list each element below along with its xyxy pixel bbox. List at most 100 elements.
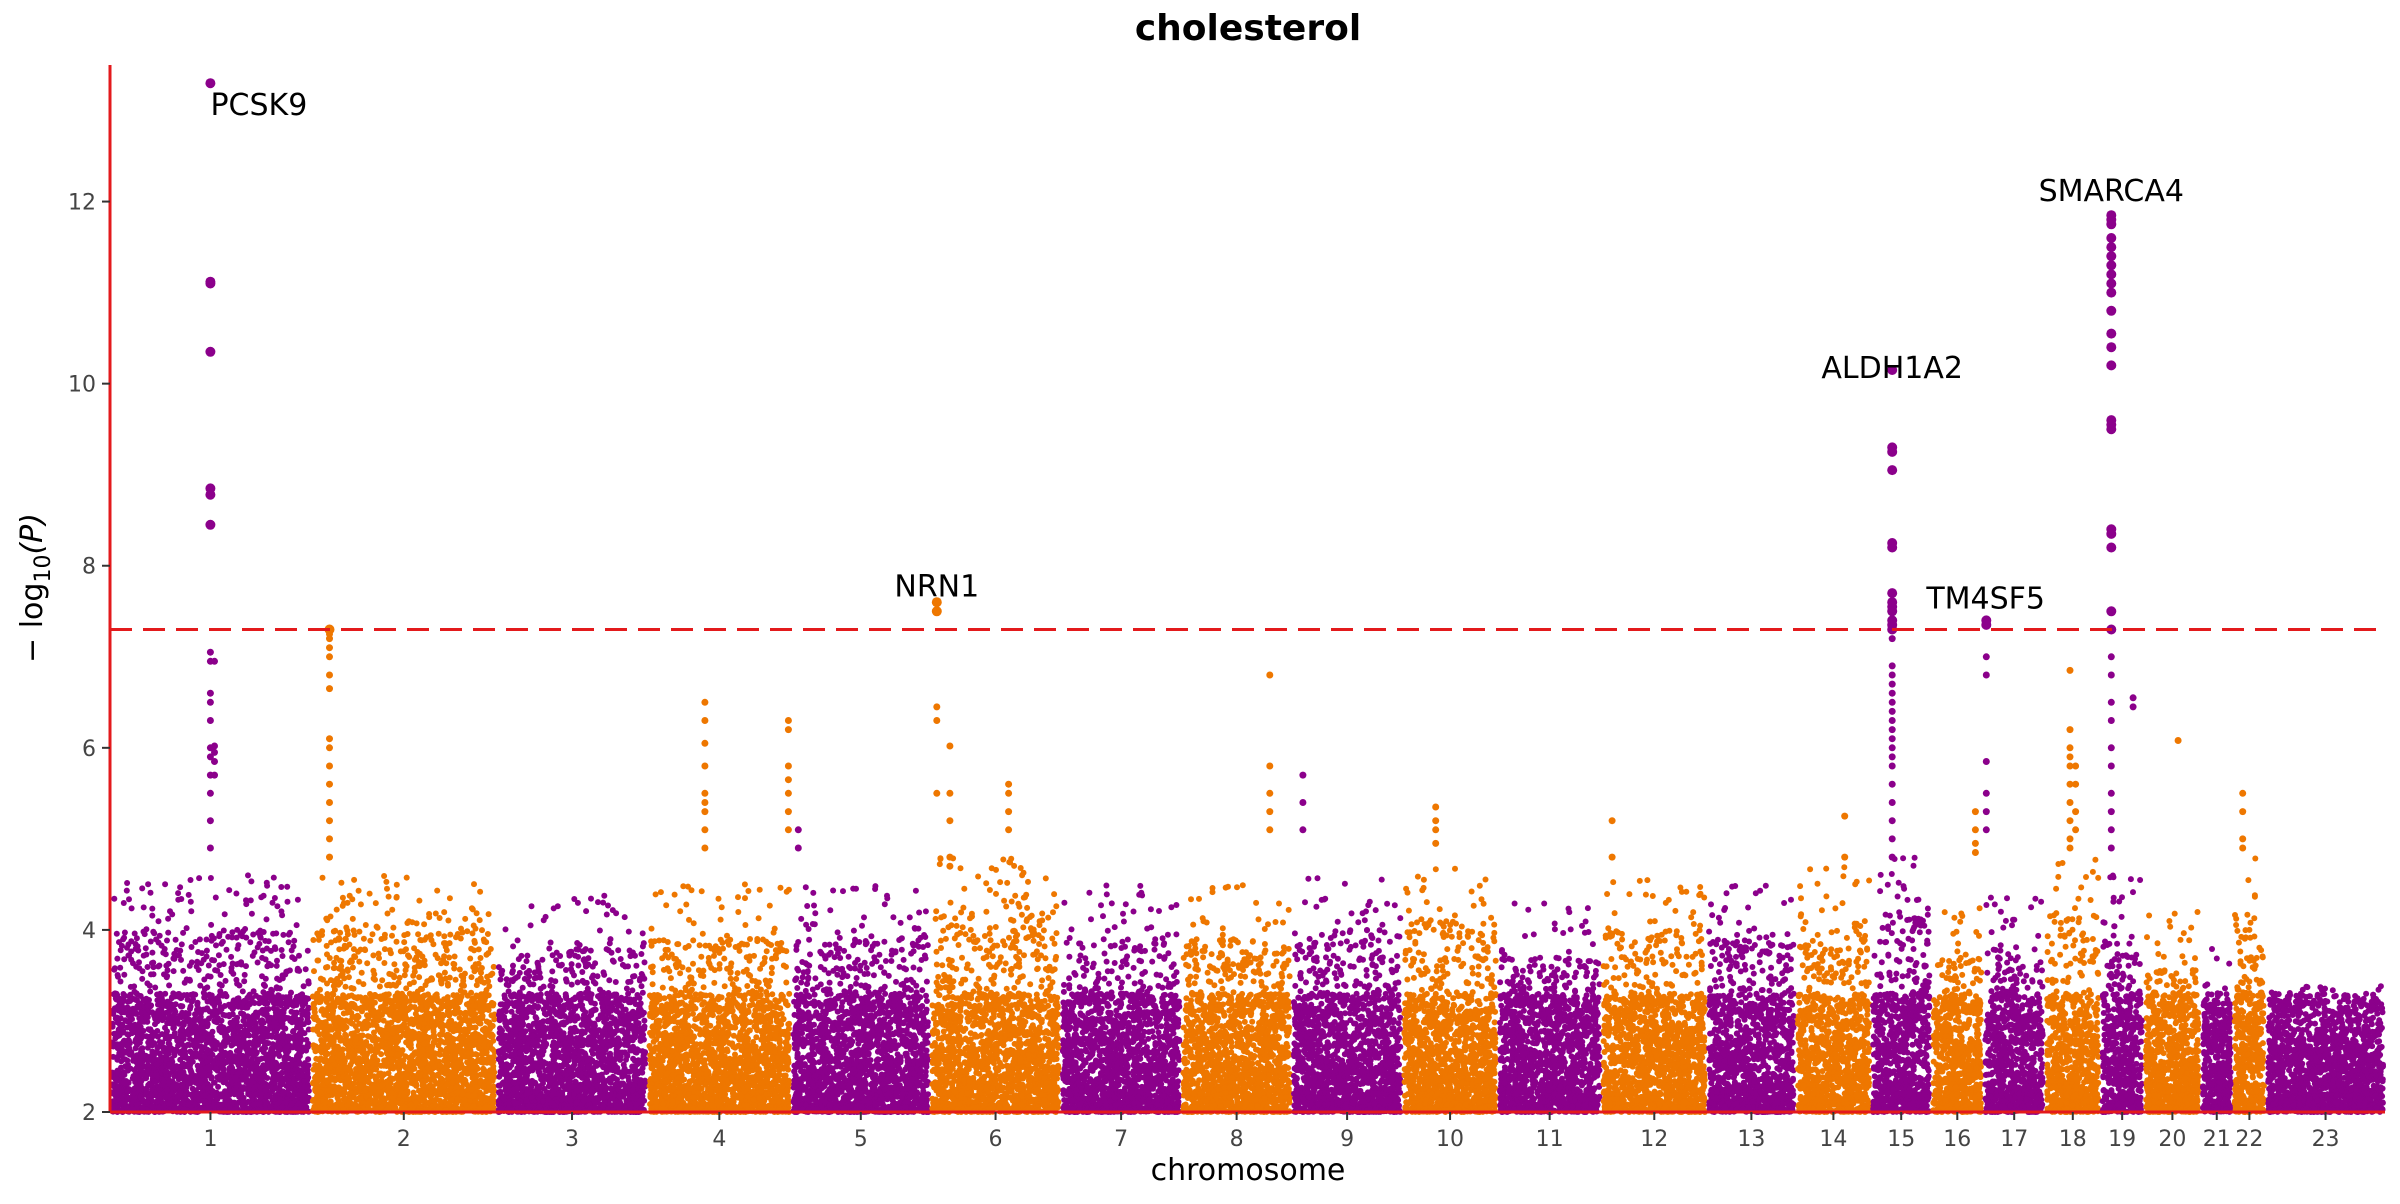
snp-point [121,956,128,963]
snp-point [339,894,346,901]
snp-point [477,955,484,961]
snp-point [427,932,434,939]
snp-point [326,1087,333,1094]
snp-point [111,1005,118,1012]
snp-point [284,968,291,975]
snp-point [198,1020,205,1027]
snp-point [370,1084,377,1091]
snp-point [187,977,193,984]
snp-point [444,1060,451,1067]
snp-point [276,1071,283,1078]
snp-point [421,1056,428,1063]
snp-point [238,1004,245,1011]
snp-point [397,948,404,955]
snp-point [372,1098,379,1105]
snp-point [312,1014,319,1020]
snp-point [401,1031,408,1038]
snp-point [220,961,227,968]
snp-point [192,939,199,945]
snp-point [386,947,393,954]
snp-point [355,887,362,894]
snp-point [305,978,312,985]
snp-point [247,939,254,946]
snp-point [173,1016,180,1023]
snp-point [147,938,154,945]
snp-point [472,1051,479,1058]
snp-point [236,982,243,989]
snp-point [309,993,316,1000]
snp-point [274,903,281,910]
snp-point [295,1100,302,1107]
snp-point [323,942,330,949]
snp-point [180,929,187,936]
snp-point [284,1043,291,1050]
snp-point [185,891,192,898]
snp-point [157,1001,164,1008]
snp-point [118,1052,125,1059]
snp-point [366,890,373,897]
snp-point [166,982,173,989]
snp-point [164,967,171,974]
snp-point [317,1055,324,1062]
snp-point [487,946,494,952]
snp-point [197,1014,204,1020]
snp-point [271,1095,278,1102]
snp-point [186,1036,193,1042]
snp-point [216,1076,223,1083]
snp-point [456,1014,463,1021]
snp-point [460,1065,467,1072]
snp-point [131,930,138,937]
snp-point [140,928,147,935]
snp-point [393,967,400,974]
snp-point [394,1059,401,1066]
snp-point [187,898,194,905]
snp-point [238,1044,245,1050]
snp-point [370,967,377,974]
snp-point [446,895,453,902]
snp-point [415,931,422,938]
snp-point [241,997,248,1004]
snp-point [299,1092,306,1098]
snp-point [229,1006,236,1013]
snp-point [188,944,195,950]
snp-point [112,1097,119,1104]
snp-point [472,1024,479,1031]
snp-point [186,1057,193,1064]
snp-point [278,947,285,953]
snp-point [351,1100,358,1107]
snp-point [143,951,150,958]
snp-point [242,1075,249,1081]
snp-point [278,884,285,890]
snp-point [227,1049,234,1056]
snp-point [471,881,477,888]
snp-point [248,878,255,885]
snp-point [183,1030,190,1037]
snp-point [341,975,348,982]
snp-point [156,932,163,939]
snp-point [117,964,124,971]
snp-point [144,1002,151,1009]
snp-point [441,909,448,916]
snp-point [450,992,457,999]
snp-point [228,1036,235,1043]
snp-point [165,1050,172,1057]
snp-point [270,874,277,881]
snp-point [285,931,292,938]
snp-point [285,1078,292,1085]
snp-point [192,1051,199,1058]
snp-point [239,1098,246,1105]
snp-point [481,979,488,986]
snp-point [172,936,179,943]
snp-point [403,874,410,881]
snp-point [214,995,220,1002]
snp-point [137,1059,143,1066]
snp-point [207,995,214,1001]
snp-point [187,1005,193,1012]
snp-point [263,916,270,923]
snp-point [222,1089,229,1096]
snp-point [225,933,232,940]
snp-point [177,884,184,891]
snp-point [120,900,127,906]
snp-point [215,952,222,959]
snp-point [204,1065,211,1071]
